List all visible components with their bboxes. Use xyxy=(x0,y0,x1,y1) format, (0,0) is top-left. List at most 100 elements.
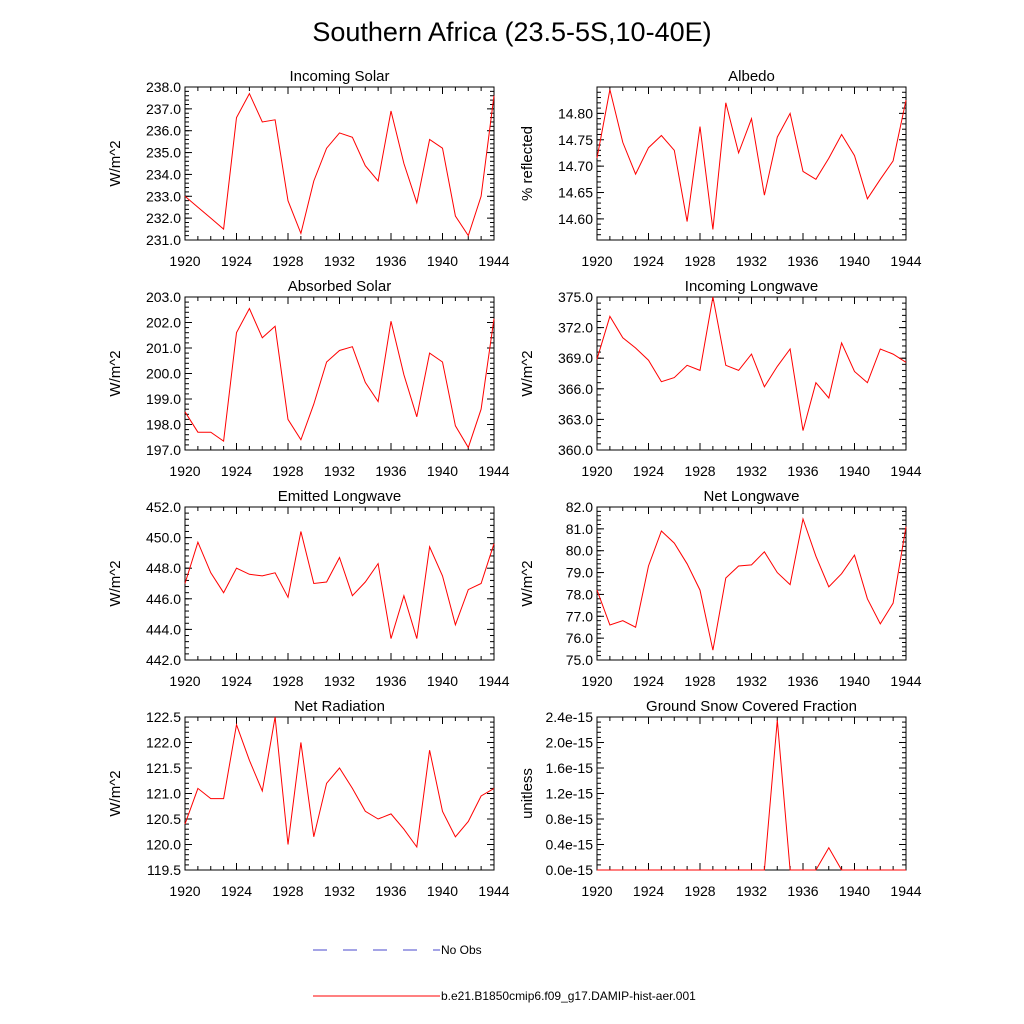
y-tick-label: 0.4e-15 xyxy=(546,837,594,853)
y-tick-label: 1.2e-15 xyxy=(546,786,594,802)
y-tick-label: 81.0 xyxy=(566,521,593,537)
x-tick-label: 1924 xyxy=(633,673,664,689)
x-tick-label: 1928 xyxy=(272,253,303,269)
x-tick-label: 1936 xyxy=(375,673,406,689)
chart-panel-8: Ground Snow Covered Fraction unitless 1920… xyxy=(519,698,922,899)
legend-obs-label: No Obs xyxy=(441,943,482,957)
x-tick-label: 1932 xyxy=(736,253,767,269)
x-tick-label: 1920 xyxy=(581,253,612,269)
x-tick-label: 1924 xyxy=(221,253,252,269)
y-tick-label: 200.0 xyxy=(146,366,181,382)
y-tick-label: 444.0 xyxy=(146,621,181,637)
y-tick-label: 2.0e-15 xyxy=(546,735,594,751)
plot-frame xyxy=(596,86,907,241)
x-tick-label: 1940 xyxy=(427,673,458,689)
plot-frame xyxy=(596,296,907,451)
x-tick-label: 1940 xyxy=(427,463,458,479)
y-tick-label: 235.0 xyxy=(146,145,181,161)
x-tick-label: 1932 xyxy=(324,883,355,899)
x-tick-label: 1940 xyxy=(839,673,870,689)
y-tick-label: 198.0 xyxy=(146,417,181,433)
x-tick-label: 1936 xyxy=(375,253,406,269)
x-tick-label: 1936 xyxy=(787,673,818,689)
y-tick-label: 202.0 xyxy=(146,315,181,331)
y-tick-label: 122.0 xyxy=(146,735,181,751)
chart-panel-5: Emitted Longwave W/m^2 1920 1924 1928 1932 193… xyxy=(107,488,510,689)
x-tick-label: 1932 xyxy=(736,883,767,899)
y-tick-label: 80.0 xyxy=(566,543,593,559)
y-tick-label: 372.0 xyxy=(558,320,593,336)
x-tick-label: 1928 xyxy=(272,673,303,689)
y-tick-label: 233.0 xyxy=(146,188,181,204)
x-tick-label: 1940 xyxy=(839,253,870,269)
y-tick-label: 0.0e-15 xyxy=(546,862,594,878)
y-tick-label: 77.0 xyxy=(566,608,593,624)
x-tick-label: 1932 xyxy=(736,673,767,689)
series-line xyxy=(597,720,906,871)
x-tick-label: 1924 xyxy=(221,883,252,899)
plot-frame xyxy=(184,506,495,661)
x-tick-label: 1924 xyxy=(633,253,664,269)
x-tick-label: 1928 xyxy=(684,463,715,479)
panel-title: Net Longwave xyxy=(704,488,800,505)
y-tick-label: 446.0 xyxy=(146,591,181,607)
x-tick-label: 1936 xyxy=(787,463,818,479)
plot-frame xyxy=(596,506,907,661)
x-tick-label: 1936 xyxy=(787,883,818,899)
x-tick-label: 1928 xyxy=(684,673,715,689)
series-line xyxy=(184,307,495,449)
x-tick-label: 1932 xyxy=(324,463,355,479)
y-tick-label: 237.0 xyxy=(146,101,181,117)
x-tick-label: 1928 xyxy=(272,883,303,899)
legend: No Obs b.e21.B1850cmip6.f09_g17.DAMIP-hi… xyxy=(313,943,696,1003)
y-tick-label: 0.8e-15 xyxy=(546,811,594,827)
y-tick-label: 366.0 xyxy=(558,381,593,397)
panel-title: Albedo xyxy=(728,68,775,85)
chart-panel-1: Incoming Solar W/m^2 1920 1924 1928 1932 1936 1… xyxy=(107,68,510,269)
x-tick-label: 1944 xyxy=(890,883,921,899)
x-tick-label: 1924 xyxy=(221,673,252,689)
series-line xyxy=(184,716,495,849)
x-tick-label: 1944 xyxy=(478,883,509,899)
y-tick-label: 231.0 xyxy=(146,232,181,248)
series-line xyxy=(184,531,495,639)
y-tick-label: 120.0 xyxy=(146,837,181,853)
x-tick-label: 1932 xyxy=(736,463,767,479)
y-tick-label: 79.0 xyxy=(566,565,593,581)
x-tick-label: 1920 xyxy=(581,463,612,479)
x-tick-label: 1924 xyxy=(633,463,664,479)
x-tick-label: 1936 xyxy=(787,253,818,269)
series-line xyxy=(184,92,495,237)
y-tick-label: 199.0 xyxy=(146,391,181,407)
y-tick-label: 14.65 xyxy=(558,185,593,201)
y-tick-label: 448.0 xyxy=(146,560,181,576)
panel-title: Absorbed Solar xyxy=(288,278,391,295)
x-tick-label: 1924 xyxy=(221,463,252,479)
y-axis-label: W/m^2 xyxy=(107,350,124,396)
legend-model-label: b.e21.B1850cmip6.f09_g17.DAMIP-hist-aer.… xyxy=(441,989,696,1003)
y-tick-label: 201.0 xyxy=(146,340,181,356)
y-axis-label: unitless xyxy=(519,768,536,819)
y-tick-label: 369.0 xyxy=(558,350,593,366)
y-tick-label: 238.0 xyxy=(146,79,181,95)
y-tick-label: 375.0 xyxy=(558,289,593,305)
y-tick-label: 121.5 xyxy=(146,760,181,776)
plot-frame xyxy=(184,716,495,871)
panel-title: Net Radiation xyxy=(294,698,385,715)
x-tick-label: 1936 xyxy=(375,463,406,479)
panel-title: Incoming Solar xyxy=(289,68,389,85)
y-tick-label: 363.0 xyxy=(558,411,593,427)
x-tick-label: 1920 xyxy=(169,463,200,479)
y-tick-label: 360.0 xyxy=(558,442,593,458)
chart-panel-3: Absorbed Solar W/m^2 1920 1924 1928 1932 1936 1… xyxy=(107,278,510,479)
y-tick-label: 14.80 xyxy=(558,105,593,121)
y-tick-label: 76.0 xyxy=(566,630,593,646)
y-tick-label: 452.0 xyxy=(146,499,181,515)
y-tick-label: 122.5 xyxy=(146,709,181,725)
x-tick-label: 1940 xyxy=(839,883,870,899)
x-tick-label: 1936 xyxy=(375,883,406,899)
x-tick-label: 1944 xyxy=(478,253,509,269)
x-tick-label: 1920 xyxy=(581,883,612,899)
y-tick-label: 197.0 xyxy=(146,442,181,458)
plot-frame xyxy=(596,716,907,871)
